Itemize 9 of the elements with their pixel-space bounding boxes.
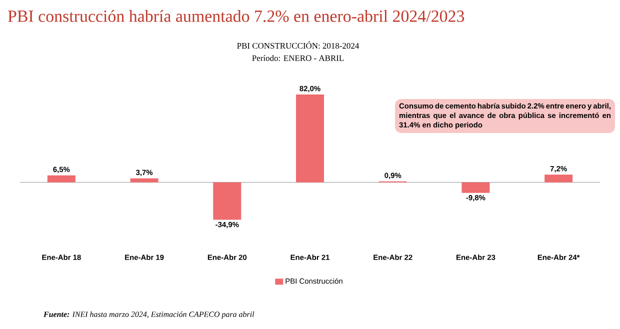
bar (130, 178, 158, 182)
chart-subtitle: PBI CONSTRUCCIÓN: 2018-2024 (237, 41, 360, 49)
chart-title: PBI construcción habría aumentado 7.2% en enero-abril 2024/2023 (8, 10, 464, 22)
bar (544, 174, 573, 182)
bar (296, 94, 324, 182)
bar (462, 182, 490, 193)
text: Período: ENERO - ABRIL (252, 54, 344, 62)
bar (213, 182, 242, 220)
bar (47, 175, 76, 182)
